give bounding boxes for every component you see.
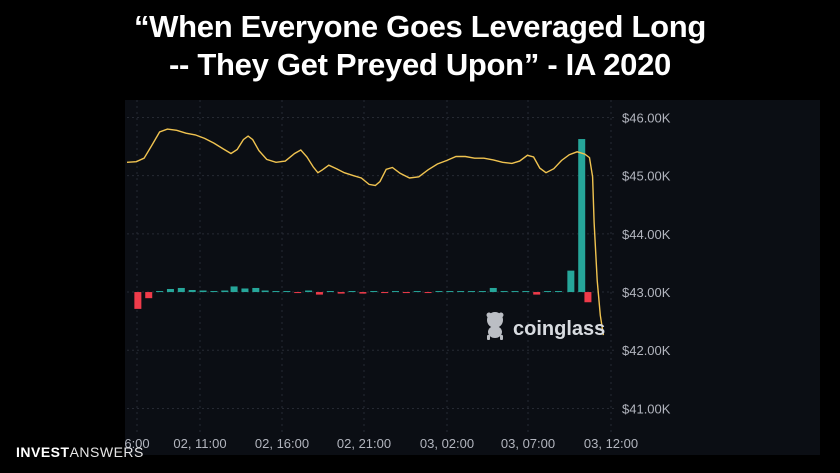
short-liquidation-bar [359, 292, 367, 294]
short-liquidation-bar [294, 292, 302, 294]
long-liquidation-bar [522, 291, 530, 293]
title-line-1: “When Everyone Goes Leveraged Long [133, 9, 707, 44]
title-line-2: -- They Get Preyed Upon” - IA 2020 [169, 47, 671, 82]
long-liquidation-bar [221, 290, 229, 293]
long-liquidation-bar [326, 291, 334, 293]
short-liquidation-bar [381, 292, 389, 294]
x-tick-label: 02, 11:00 [173, 436, 226, 451]
y-tick-label: $45.00K [622, 169, 671, 184]
x-tick-label: 02, 21:00 [337, 436, 391, 451]
long-liquidation-bar [188, 290, 196, 293]
brand-logo: INVESTANSWERS [16, 444, 144, 460]
long-liquidation-bar [261, 290, 269, 293]
slide-title: “When Everyone Goes Leveraged Long -- Th… [0, 8, 840, 84]
brand-part-1: INVEST [16, 444, 70, 460]
long-liquidation-bar [370, 291, 378, 293]
y-tick-label: $41.00K [622, 401, 671, 416]
short-liquidation-bar [584, 292, 592, 303]
long-liquidation-bar [567, 270, 575, 293]
short-liquidation-bar [315, 292, 323, 295]
y-tick-label: $42.00K [622, 343, 671, 358]
x-tick-label: 03, 12:00 [584, 436, 638, 451]
short-liquidation-bar [145, 292, 153, 299]
y-axis-ticks: $46.00K $45.00K $44.00K $43.00K $42.00K $41.0… [622, 110, 671, 416]
long-liquidation-bar [177, 287, 185, 293]
long-liquidation-bar [391, 291, 399, 293]
y-tick-label: $44.00K [622, 227, 671, 242]
x-tick-label: 03, 07:00 [501, 436, 555, 451]
long-liquidation-bar [468, 291, 476, 293]
long-liquidation-bar [435, 291, 443, 293]
long-liquidation-bar [156, 291, 164, 293]
long-liquidation-bar [478, 291, 486, 293]
long-liquidation-bar [252, 287, 260, 293]
long-liquidation-bar [457, 291, 465, 293]
x-tick-label: 6:00 [124, 436, 149, 451]
long-liquidation-bar [446, 291, 454, 293]
long-liquidation-bar [489, 287, 497, 293]
long-liquidation-bar [166, 288, 174, 293]
price-line [126, 128, 605, 336]
long-liquidation-bar [544, 291, 552, 293]
long-liquidation-bar [283, 291, 291, 293]
short-liquidation-bar [337, 292, 345, 294]
short-liquidation-bar [134, 292, 142, 309]
x-axis-ticks: 6:00 02, 11:00 02, 16:00 02, 21:00 03, 02:00… [124, 436, 638, 451]
long-liquidation-bar [210, 291, 218, 293]
x-tick-label: 03, 02:00 [420, 436, 474, 451]
watermark: coinglass [486, 312, 605, 340]
x-tick-label: 02, 16:00 [255, 436, 309, 451]
brand-part-2: ANSWERS [69, 444, 144, 460]
coinglass-logo-icon [486, 312, 504, 340]
long-liquidation-bar [241, 288, 249, 293]
long-liquidation-bar [348, 291, 356, 293]
watermark-text: coinglass [513, 318, 605, 340]
long-liquidation-bar [413, 291, 421, 293]
long-liquidation-bar [511, 291, 519, 293]
y-tick-label: $43.00K [622, 285, 671, 300]
long-liquidation-bar [230, 286, 238, 293]
liquidation-bars [134, 139, 592, 309]
long-liquidation-bar [500, 291, 508, 293]
long-liquidation-bar [305, 290, 313, 293]
y-tick-label: $46.00K [622, 110, 671, 125]
long-liquidation-bar [578, 139, 586, 293]
grid-layer [127, 100, 615, 435]
chart-panel [125, 100, 820, 455]
long-liquidation-bar [272, 291, 280, 293]
long-liquidation-bar [554, 291, 562, 293]
long-liquidation-bar [199, 290, 207, 293]
short-liquidation-bar [533, 292, 541, 295]
short-liquidation-bar [424, 292, 432, 294]
short-liquidation-bar [402, 292, 410, 294]
